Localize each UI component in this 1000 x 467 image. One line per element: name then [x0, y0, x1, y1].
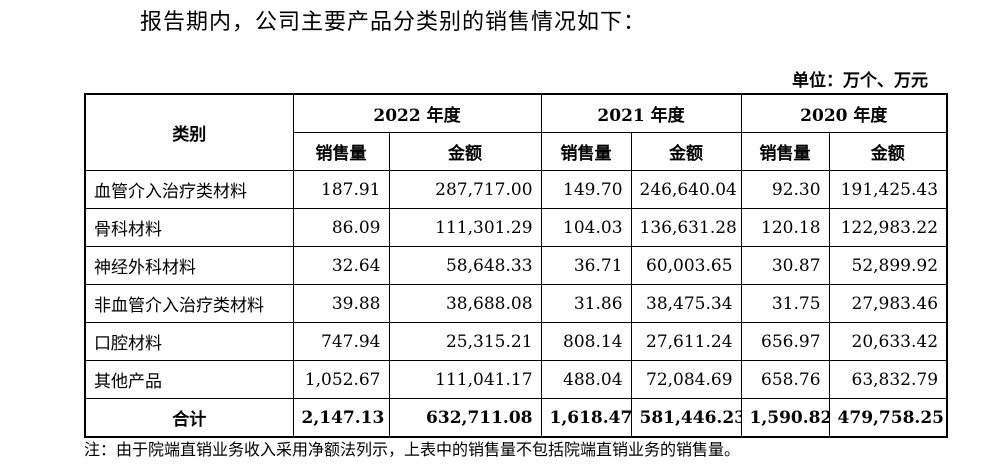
value-cell: 31.75 — [740, 284, 830, 323]
value-cell: 63,832.79 — [828, 360, 948, 399]
value-cell: 104.03 — [540, 208, 632, 247]
category-cell: 骨科材料 — [84, 208, 294, 247]
category-cell: 非血管介入治疗类材料 — [84, 284, 294, 323]
value-cell: 120.18 — [740, 208, 830, 247]
value-cell: 72,084.69 — [630, 360, 742, 399]
total-cell: 479,758.25 — [828, 398, 948, 438]
header-row-metrics: 销售量 金额 销售量 金额 销售量 金额 — [85, 132, 948, 171]
category-header: 类别 — [84, 93, 294, 171]
value-cell: 187.91 — [292, 170, 390, 209]
category-cell: 口腔材料 — [84, 322, 294, 361]
value-cell: 52,899.92 — [828, 246, 948, 285]
table-row: 其他产品 1,052.67 111,041.17 488.04 72,084.6… — [84, 360, 948, 399]
sales-table: 类别 2022 年度 2021 年度 2020 年度 销售量 金额 销售量 金额… — [84, 93, 949, 438]
value-cell: 122,983.22 — [828, 208, 948, 247]
metric-header: 销售量 — [540, 132, 632, 171]
header-row-years: 类别 2022 年度 2021 年度 2020 年度 — [84, 93, 948, 171]
table-row: 神经外科材料 32.64 58,648.33 36.71 60,003.65 3… — [84, 246, 948, 285]
value-cell: 38,475.34 — [630, 284, 742, 323]
table-row: 口腔材料 747.94 25,315.21 808.14 27,611.24 6… — [84, 322, 948, 361]
total-cell: 581,446.23 — [630, 398, 742, 438]
value-cell: 27,611.24 — [630, 322, 742, 361]
value-cell: 246,640.04 — [630, 170, 742, 209]
value-cell: 488.04 — [540, 360, 632, 399]
value-cell: 30.87 — [740, 246, 830, 285]
value-cell: 27,983.46 — [828, 284, 948, 323]
unit-label: 单位：万个、万元 — [792, 71, 928, 91]
value-cell: 25,315.21 — [388, 322, 542, 361]
value-cell: 86.09 — [292, 208, 390, 247]
year-header: 2021 年度 — [540, 93, 742, 133]
value-cell: 111,301.29 — [388, 208, 542, 247]
value-cell: 39.88 — [292, 284, 390, 323]
value-cell: 58,648.33 — [388, 246, 542, 285]
category-cell: 血管介入治疗类材料 — [84, 170, 294, 209]
footnote: 注：由于院端直销业务收入采用净额法列示，上表中的销售量不包括院端直销业务的销售量… — [84, 440, 741, 459]
total-cell: 1,590.82 — [740, 398, 830, 438]
table-row: 血管介入治疗类材料 187.91 287,717.00 149.70 246,6… — [84, 170, 948, 209]
value-cell: 136,631.28 — [630, 208, 742, 247]
metric-header: 金额 — [630, 132, 742, 171]
value-cell: 36.71 — [540, 246, 632, 285]
value-cell: 1,052.67 — [292, 360, 390, 399]
value-cell: 32.64 — [292, 246, 390, 285]
value-cell: 92.30 — [740, 170, 830, 209]
total-cell: 1,618.47 — [540, 398, 632, 438]
value-cell: 747.94 — [292, 322, 390, 361]
value-cell: 656.97 — [740, 322, 830, 361]
metric-header: 销售量 — [740, 132, 830, 171]
total-cell: 2,147.13 — [292, 398, 390, 438]
total-label: 合计 — [84, 398, 294, 438]
category-cell: 神经外科材料 — [84, 246, 294, 285]
category-cell: 其他产品 — [84, 360, 294, 399]
total-cell: 632,711.08 — [388, 398, 542, 438]
value-cell: 60,003.65 — [630, 246, 742, 285]
metric-header: 销售量 — [292, 132, 390, 171]
table-row: 骨科材料 86.09 111,301.29 104.03 136,631.28 … — [84, 208, 948, 247]
metric-header: 金额 — [388, 132, 542, 171]
intro-text: 报告期内，公司主要产品分类别的销售情况如下： — [140, 10, 647, 35]
value-cell: 808.14 — [540, 322, 632, 361]
value-cell: 149.70 — [540, 170, 632, 209]
value-cell: 658.76 — [740, 360, 830, 399]
value-cell: 20,633.42 — [828, 322, 948, 361]
year-header: 2020 年度 — [740, 93, 948, 133]
total-row: 合计 2,147.13 632,711.08 1,618.47 581,446.… — [84, 398, 948, 438]
value-cell: 38,688.08 — [388, 284, 542, 323]
value-cell: 31.86 — [540, 284, 632, 323]
year-header: 2022 年度 — [292, 93, 542, 133]
value-cell: 287,717.00 — [388, 170, 542, 209]
value-cell: 111,041.17 — [388, 360, 542, 399]
value-cell: 191,425.43 — [828, 170, 948, 209]
table-row: 非血管介入治疗类材料 39.88 38,688.08 31.86 38,475.… — [84, 284, 948, 323]
metric-header: 金额 — [828, 132, 948, 171]
